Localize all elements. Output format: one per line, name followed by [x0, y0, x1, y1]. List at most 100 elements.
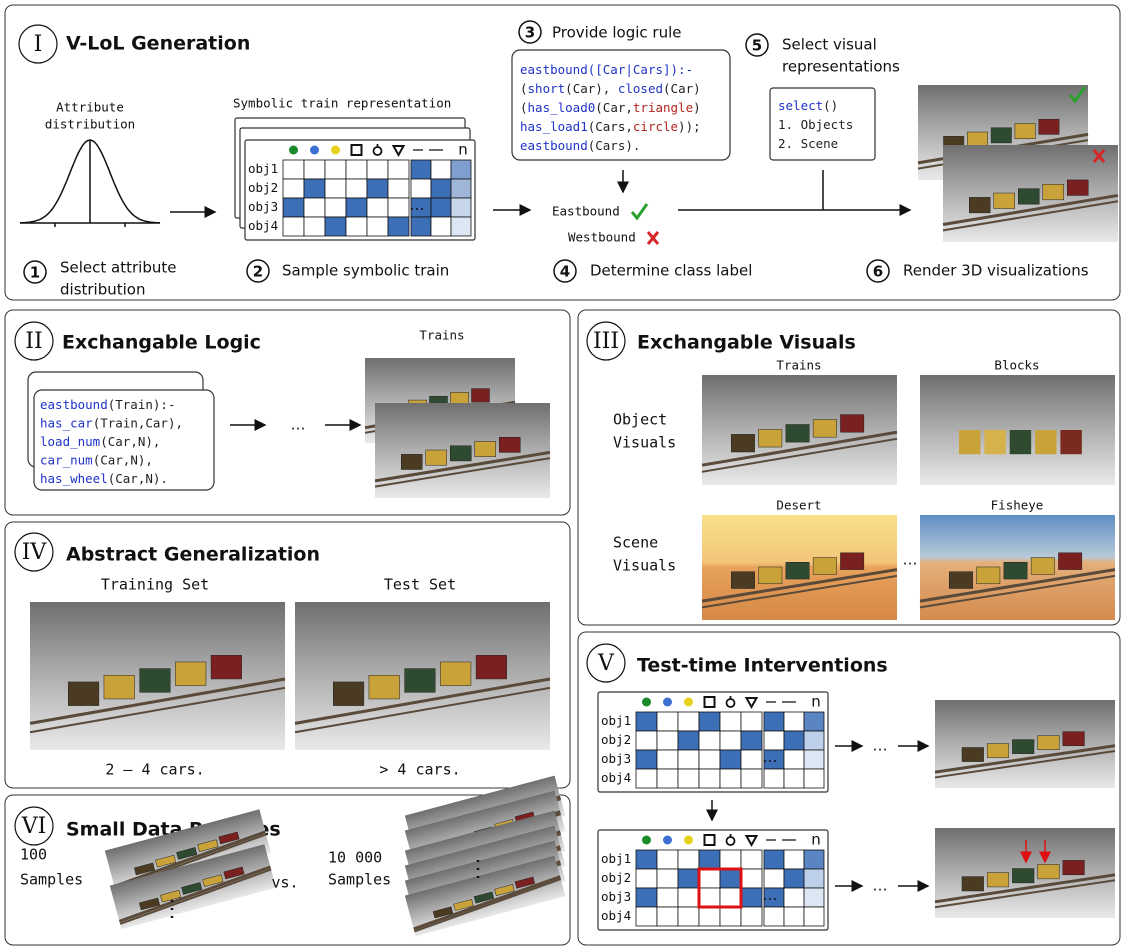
cell	[345, 159, 368, 180]
train-car	[160, 889, 182, 903]
cell	[324, 216, 347, 237]
attribute-icon	[744, 835, 759, 848]
ellipsis: …	[873, 737, 888, 755]
code-line: select()	[778, 98, 838, 113]
row-label: obj2	[248, 180, 278, 195]
train-car	[758, 566, 783, 585]
ellipsis: …	[410, 196, 425, 214]
cell	[324, 178, 347, 199]
step-number: 3	[525, 24, 535, 42]
cell	[282, 178, 305, 199]
cell	[740, 711, 763, 732]
code-line: eastbound(Train):-	[40, 397, 175, 412]
track	[934, 879, 1116, 909]
cell	[387, 159, 410, 180]
code-token: has_load0	[528, 100, 596, 115]
cell	[635, 887, 658, 908]
numeral-circle	[14, 321, 54, 361]
cell	[740, 887, 763, 908]
cell	[656, 768, 679, 789]
row-label: obj3	[601, 889, 631, 904]
cell	[719, 868, 742, 889]
ellipsis: …	[763, 748, 778, 766]
attribute-icon	[331, 145, 340, 155]
cell	[719, 849, 742, 870]
cell	[803, 730, 825, 751]
track	[113, 830, 266, 888]
train-car	[440, 661, 472, 686]
panel-title: Test-time Interventions	[637, 655, 888, 677]
column-n: n	[811, 693, 821, 711]
track	[919, 574, 1116, 609]
sample-label: Samples	[328, 871, 391, 889]
cell	[698, 768, 721, 789]
step-number: 6	[873, 263, 883, 281]
numeral: V	[597, 651, 615, 676]
row-label: obj4	[248, 218, 278, 233]
track	[374, 450, 551, 483]
train-car	[1014, 123, 1036, 139]
step-label: distribution	[60, 281, 145, 299]
attribute-label: distribution	[45, 117, 135, 132]
cell	[783, 906, 805, 927]
cell	[677, 768, 700, 789]
step-circle	[553, 259, 577, 283]
cell	[366, 178, 389, 199]
train-car	[986, 872, 1010, 888]
code-token: ()	[823, 98, 838, 113]
attribute-icon	[744, 697, 759, 710]
row-label: Scene	[613, 534, 658, 552]
train-car	[103, 675, 135, 700]
train-car	[138, 897, 161, 911]
train-car	[969, 197, 991, 214]
train-car	[133, 862, 156, 876]
panel	[577, 631, 1121, 946]
train-car	[473, 891, 495, 904]
train-car	[223, 866, 245, 880]
train-car	[475, 655, 507, 680]
row-label: Visuals	[613, 557, 676, 575]
cell	[803, 887, 825, 908]
train-car	[474, 441, 496, 457]
train-car	[176, 847, 198, 860]
numeral: VI	[21, 814, 47, 839]
train-car	[1012, 868, 1035, 884]
code-token: (Car)	[663, 81, 701, 96]
train-car	[731, 434, 755, 453]
train-car	[175, 661, 207, 686]
code-token: (Train):-	[108, 397, 176, 412]
train-car	[1062, 860, 1085, 876]
code-token: select	[778, 98, 823, 113]
row-label: obj3	[248, 199, 278, 214]
code-line: has_wheel(Car,N).	[40, 471, 168, 486]
code-token: (Train,Car),	[93, 415, 183, 430]
cell	[410, 216, 432, 237]
cell	[719, 730, 742, 751]
code-line: eastbound(Cars).	[520, 138, 640, 153]
code-token: ([Car|Cars]):-	[588, 62, 693, 77]
row-label: Visuals	[613, 434, 676, 452]
block	[1035, 430, 1057, 455]
cell	[366, 159, 389, 180]
check-icon	[630, 203, 649, 221]
cell	[803, 906, 825, 927]
attribute-icon	[663, 835, 672, 845]
cell	[740, 730, 763, 751]
row-label: obj1	[601, 713, 631, 728]
panel	[4, 4, 1121, 301]
attribute-icon	[703, 834, 716, 846]
image-label: Trains	[776, 358, 821, 373]
cell	[698, 730, 721, 751]
code-token: car_num	[40, 452, 93, 467]
train-car	[155, 854, 177, 868]
track	[934, 873, 1116, 904]
cell	[803, 849, 825, 870]
train-car	[202, 874, 224, 887]
track	[374, 457, 551, 488]
code-token: has_car	[40, 415, 93, 430]
ellipsis: …	[873, 877, 888, 895]
cell	[783, 887, 805, 908]
cell	[387, 216, 410, 237]
track	[942, 200, 1119, 232]
